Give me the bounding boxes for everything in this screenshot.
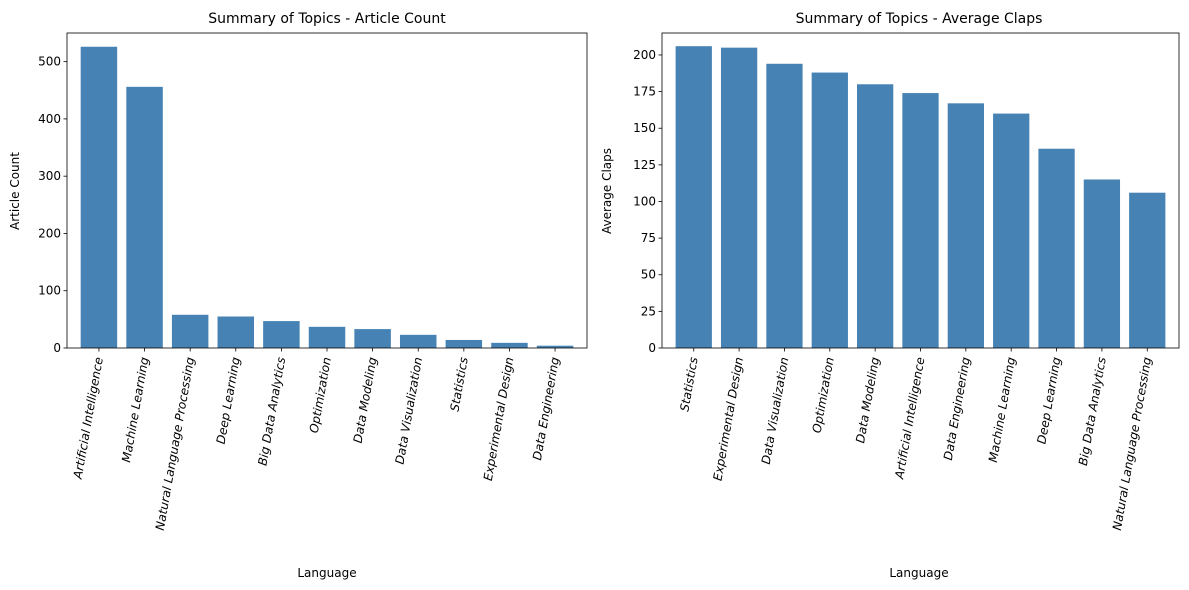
y-tick-label: 125 [633, 158, 656, 172]
bar-data-engineering [947, 103, 984, 348]
y-tick-label: 300 [38, 169, 61, 183]
bar-data-engineering [536, 345, 574, 348]
x-tick-label: Big Data Analytics [255, 356, 288, 467]
article-count-chart: Summary of Topics - Article Count Langua… [8, 11, 588, 580]
y-tick-label: 0 [648, 341, 656, 355]
average-claps-chart: Summary of Topics - Average Claps Langua… [600, 11, 1180, 580]
x-tick-label: Artificial Intelligence [71, 356, 106, 481]
bar-data-modeling [857, 84, 894, 348]
x-tick-label: Experimental Design [711, 356, 747, 482]
y-axis-label: Article Count [8, 152, 22, 230]
x-tick-label: Deep Learning [214, 356, 243, 445]
x-tick-label: Statistics [677, 356, 700, 412]
x-tick-label: Experimental Design [481, 356, 517, 482]
x-tick-label: Natural Language Processing [153, 356, 197, 532]
x-tick-label: Deep Learning [1034, 356, 1063, 445]
x-tick-label: Data Engineering [941, 356, 973, 462]
x-tick-label: Data Visualization [759, 356, 792, 465]
chart-title: Summary of Topics - Article Count [208, 11, 446, 27]
bar-big-data-analytics [263, 321, 300, 348]
bar-machine-learning [993, 113, 1030, 348]
x-tick-label: Data Modeling [351, 356, 380, 445]
x-tick-label: Big Data Analytics [1076, 356, 1109, 467]
x-axis-label: Language [889, 566, 948, 580]
chart-title: Summary of Topics - Average Claps [796, 11, 1043, 27]
y-tick-label: 150 [633, 121, 656, 135]
bar-statistics [675, 46, 712, 348]
bar-deep-learning [1038, 148, 1075, 348]
bar-artificial-intelligence [902, 93, 939, 348]
y-tick-label: 100 [38, 284, 61, 298]
y-tick-label: 50 [641, 268, 656, 282]
y-tick-label: 200 [38, 226, 61, 240]
x-tick-label: Natural Language Processing [1110, 356, 1154, 532]
x-tick-label: Machine Learning [119, 356, 151, 464]
x-tick-label: Data Engineering [530, 356, 562, 462]
y-tick-label: 175 [633, 85, 656, 99]
bar-statistics [445, 339, 483, 348]
bar-optimization [308, 326, 346, 348]
bar-machine-learning [126, 86, 163, 348]
y-tick-label: 75 [641, 231, 656, 245]
bar-optimization [811, 72, 848, 348]
bar-natural-language-processing [1129, 192, 1166, 348]
x-tick-label: Artificial Intelligence [892, 356, 927, 481]
plot-frame [661, 32, 1180, 349]
bar-deep-learning [217, 316, 255, 348]
bar-natural-language-processing [171, 314, 209, 348]
x-axis-label: Language [297, 566, 356, 580]
x-tick-label: Data Modeling [853, 356, 882, 445]
x-tick-label: Statistics [447, 356, 470, 412]
bar-experimental-design [491, 342, 528, 348]
y-axis-label: Average Claps [600, 148, 614, 234]
bar-artificial-intelligence [80, 46, 118, 348]
y-tick-label: 100 [633, 194, 656, 208]
bar-big-data-analytics [1083, 179, 1121, 348]
bar-experimental-design [720, 47, 758, 349]
bar-data-modeling [354, 329, 391, 348]
x-tick-label: Optimization [810, 356, 837, 434]
y-tick-label: 0 [53, 341, 61, 355]
y-tick-label: 400 [38, 112, 61, 126]
x-tick-label: Data Visualization [393, 356, 426, 465]
x-tick-label: Machine Learning [986, 356, 1018, 464]
x-tick-label: Optimization [307, 356, 334, 434]
y-tick-label: 200 [633, 48, 656, 62]
bar-data-visualization [766, 63, 803, 349]
y-tick-label: 25 [641, 304, 656, 318]
bar-data-visualization [399, 334, 437, 348]
y-tick-label: 500 [38, 55, 61, 69]
plot-frame [66, 32, 588, 349]
